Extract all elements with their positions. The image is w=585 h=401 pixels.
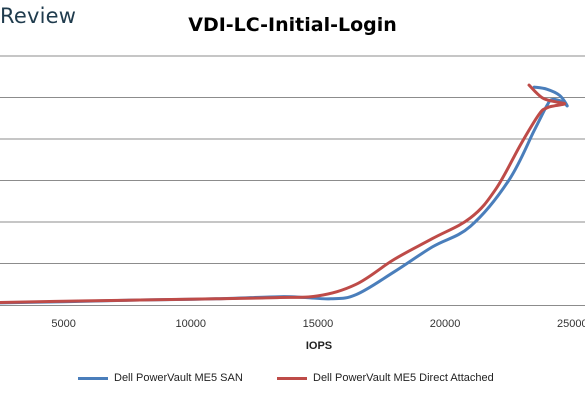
x-tick-label: 10000 <box>175 318 206 330</box>
x-tick-label: 20000 <box>430 318 461 330</box>
x-axis-ticks: 5000 10000 15000 20000 25000 <box>51 318 585 330</box>
legend-item-direct: Dell PowerVault ME5 Direct Attached <box>277 372 494 384</box>
x-tick-label: 15000 <box>303 318 334 330</box>
legend-label-direct: Dell PowerVault ME5 Direct Attached <box>313 372 494 384</box>
chart-title: VDI-LC-Initial-Login <box>188 14 397 36</box>
x-tick-label: 25000 <box>557 318 585 330</box>
x-axis-label: IOPS <box>306 340 332 352</box>
legend-swatch-san <box>78 376 108 380</box>
legend-swatch-direct <box>277 376 307 380</box>
brand-logo: Review <box>0 4 77 28</box>
series-line-san <box>0 85 569 305</box>
gridlines <box>0 55 585 306</box>
series-lines <box>0 83 569 305</box>
series-line-direct-attached <box>0 83 567 304</box>
legend: Dell PowerVault ME5 SAN Dell PowerVault … <box>0 372 585 390</box>
x-tick-label: 5000 <box>51 318 75 330</box>
legend-item-san: Dell PowerVault ME5 SAN <box>78 372 243 384</box>
legend-label-san: Dell PowerVault ME5 SAN <box>114 372 243 384</box>
